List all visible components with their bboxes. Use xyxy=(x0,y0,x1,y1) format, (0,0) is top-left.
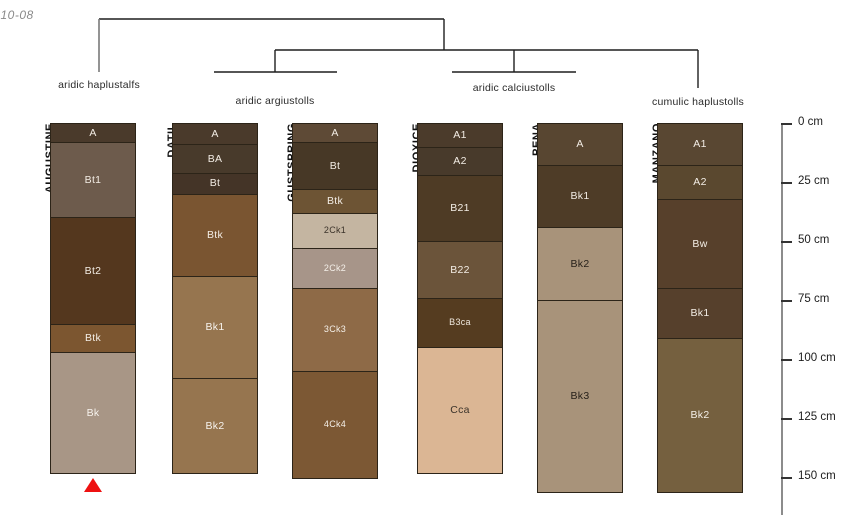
soil-horizon[interactable]: Bk3 xyxy=(538,300,622,493)
soil-horizon[interactable]: Bk1 xyxy=(658,289,742,339)
horizon-label: Bt xyxy=(209,177,221,190)
horizon-label: 2Ck1 xyxy=(323,225,347,236)
depth-axis: 0 cm 25 cm 50 cm 75 cm 100 cm 125 cm 150 cm xyxy=(781,116,850,515)
depth-tick-label: 125 cm xyxy=(798,411,836,423)
soil-horizon[interactable]: A xyxy=(293,124,377,143)
horizon-label: Bk1 xyxy=(690,307,710,320)
soil-horizon[interactable]: B3ca xyxy=(418,298,502,349)
soil-horizon[interactable]: Bw xyxy=(658,199,742,290)
horizon-label: Btk xyxy=(84,331,102,344)
horizon-label: Btk xyxy=(206,229,224,242)
soil-horizon[interactable]: B21 xyxy=(418,175,502,242)
horizon-label: A2 xyxy=(693,176,707,189)
soil-horizon[interactable]: 4Ck4 xyxy=(293,371,377,478)
soil-horizon[interactable]: Bk1 xyxy=(538,166,622,228)
dendrogram-group-label: aridic haplustalfs xyxy=(58,79,140,91)
soil-horizon[interactable]: A2 xyxy=(658,166,742,200)
profile-column: A1 A2 B21 B22 B3ca Cca xyxy=(417,123,503,475)
horizon-label: Bk xyxy=(86,406,100,419)
depth-tick-label: 25 cm xyxy=(798,175,830,187)
horizon-label: Bk1 xyxy=(570,190,590,203)
horizon-label: 3Ck3 xyxy=(323,324,347,335)
profile-column: A BA Bt Btk Bk1 Bk2 xyxy=(172,123,258,475)
horizon-label: Bk2 xyxy=(690,409,710,422)
horizon-label: Bt2 xyxy=(84,264,102,277)
soil-horizon[interactable]: Bt2 xyxy=(51,218,135,325)
depth-tick xyxy=(781,418,792,420)
soil-horizon[interactable]: Bt xyxy=(173,173,257,195)
depth-tick xyxy=(781,300,792,302)
soil-horizon[interactable]: Bt xyxy=(293,142,377,191)
horizon-label: B3ca xyxy=(449,317,471,328)
soil-horizon[interactable]: Bk xyxy=(51,352,135,474)
dendrogram-group-label: cumulic haplustolls xyxy=(652,96,744,108)
soil-horizon[interactable]: Cca xyxy=(418,348,502,474)
profile-column: A Bk1 Bk2 Bk3 xyxy=(537,123,623,494)
classification-dendrogram: aridic haplustalfs aridic argiustolls arid… xyxy=(0,0,850,112)
horizon-label: A xyxy=(331,126,339,139)
depth-tick-label: 75 cm xyxy=(798,293,830,305)
horizon-label: B22 xyxy=(450,263,470,276)
horizon-label: A2 xyxy=(453,155,467,167)
soil-horizon[interactable]: Bk2 xyxy=(538,227,622,301)
soil-horizon[interactable]: A2 xyxy=(418,147,502,176)
soil-horizon[interactable]: 3Ck3 xyxy=(293,289,377,372)
depth-axis-line xyxy=(781,123,783,515)
horizon-label: Bk2 xyxy=(570,257,590,270)
horizon-label: Bt1 xyxy=(84,173,102,186)
depth-tick xyxy=(781,241,792,243)
depth-tick xyxy=(781,359,792,361)
soil-horizon[interactable]: Bt1 xyxy=(51,142,135,219)
soil-horizon[interactable]: BA xyxy=(173,145,257,174)
horizon-label: Bk1 xyxy=(205,321,225,334)
depth-tick xyxy=(781,123,792,125)
horizon-label: A1 xyxy=(453,129,467,142)
dendrogram-group-label: aridic calciustolls xyxy=(472,82,556,94)
depth-tick xyxy=(781,477,792,479)
horizon-label: Btk xyxy=(326,195,344,208)
horizon-label: B21 xyxy=(450,202,470,215)
dendrogram-group-label: aridic argiustolls xyxy=(235,95,315,107)
horizon-label: 2Ck2 xyxy=(323,263,347,274)
dendrogram-lines xyxy=(98,18,699,88)
soil-horizon[interactable]: Btk xyxy=(173,194,257,278)
horizon-label: A xyxy=(211,127,219,140)
depth-tick-label: 0 cm xyxy=(798,116,823,128)
soil-horizon[interactable]: 2Ck1 xyxy=(293,213,377,250)
soil-horizon[interactable]: Bk2 xyxy=(173,378,257,474)
soil-horizon[interactable]: Bk1 xyxy=(173,277,257,379)
soil-horizon[interactable]: A xyxy=(173,124,257,146)
horizon-label: A xyxy=(89,126,97,139)
horizon-label: Cca xyxy=(450,404,470,417)
profile-column: A Bt1 Bt2 Btk Bk xyxy=(50,123,136,475)
horizon-label: A xyxy=(576,138,584,151)
profile-selection-marker-icon xyxy=(84,478,102,493)
soil-horizon[interactable]: Btk xyxy=(51,324,135,353)
horizon-label: BA xyxy=(207,152,223,165)
horizon-label: Bw xyxy=(692,237,708,250)
horizon-label: 4Ck4 xyxy=(323,419,347,430)
soil-horizon[interactable]: 2Ck2 xyxy=(293,249,377,290)
depth-tick xyxy=(781,182,792,184)
horizon-label: A1 xyxy=(693,138,707,151)
date-watermark: -10-08 xyxy=(0,8,34,22)
soil-horizon[interactable]: A1 xyxy=(658,124,742,167)
soil-horizon[interactable]: B22 xyxy=(418,241,502,299)
soil-horizon[interactable]: A1 xyxy=(418,124,502,148)
soil-horizon[interactable]: Btk xyxy=(293,190,377,214)
soil-horizon[interactable]: A xyxy=(51,124,135,143)
soil-horizon[interactable]: Bk2 xyxy=(658,338,742,493)
depth-tick-label: 50 cm xyxy=(798,234,830,246)
profile-column: A Bt Btk 2Ck1 2Ck2 3Ck3 4Ck4 xyxy=(292,123,378,479)
soil-horizon[interactable]: A xyxy=(538,124,622,167)
depth-tick-label: 150 cm xyxy=(798,470,836,482)
horizon-label: Bk2 xyxy=(205,419,225,432)
profile-column: A1 A2 Bw Bk1 Bk2 xyxy=(657,123,743,494)
horizon-label: Bt xyxy=(329,159,341,172)
depth-tick-label: 100 cm xyxy=(798,352,836,364)
horizon-label: Bk3 xyxy=(570,390,590,403)
